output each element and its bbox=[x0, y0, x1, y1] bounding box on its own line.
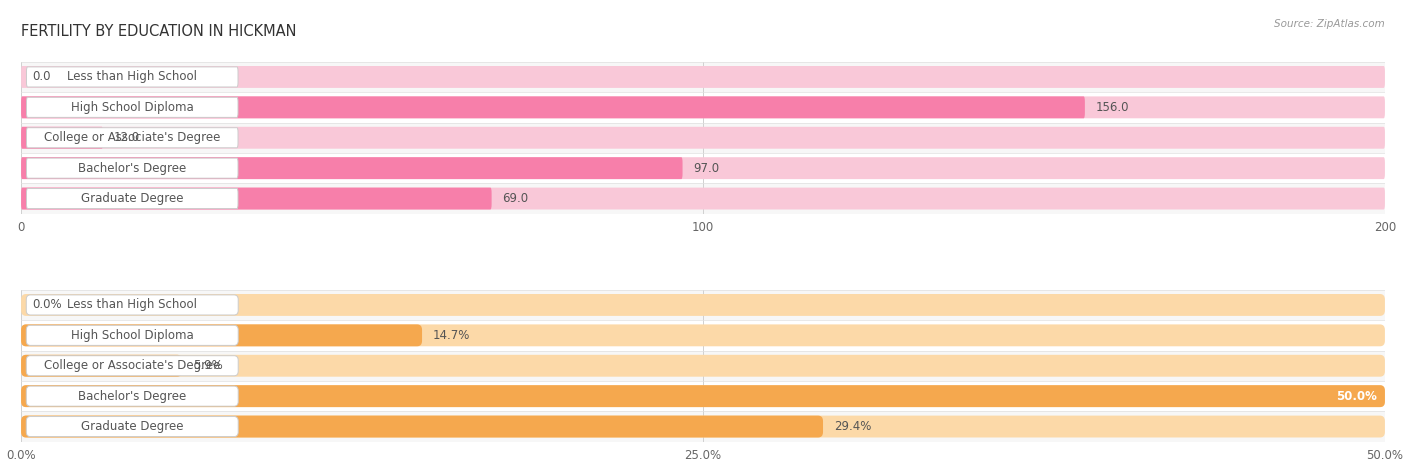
Text: 0.0%: 0.0% bbox=[32, 298, 62, 312]
Bar bbox=[21, 351, 1385, 381]
FancyBboxPatch shape bbox=[21, 157, 1385, 179]
FancyBboxPatch shape bbox=[27, 158, 238, 178]
FancyBboxPatch shape bbox=[21, 294, 1385, 316]
FancyBboxPatch shape bbox=[21, 385, 1385, 407]
Text: 12.0: 12.0 bbox=[114, 131, 141, 144]
Text: High School Diploma: High School Diploma bbox=[70, 101, 194, 114]
Bar bbox=[21, 183, 1385, 214]
FancyBboxPatch shape bbox=[27, 97, 238, 117]
FancyBboxPatch shape bbox=[21, 324, 422, 346]
Bar bbox=[21, 411, 1385, 442]
Bar bbox=[21, 320, 1385, 351]
FancyBboxPatch shape bbox=[21, 416, 823, 437]
Text: Bachelor's Degree: Bachelor's Degree bbox=[79, 390, 187, 403]
FancyBboxPatch shape bbox=[27, 356, 238, 376]
Text: 69.0: 69.0 bbox=[502, 192, 529, 205]
Text: 156.0: 156.0 bbox=[1095, 101, 1129, 114]
FancyBboxPatch shape bbox=[21, 96, 1085, 118]
FancyBboxPatch shape bbox=[21, 416, 1385, 437]
Text: College or Associate's Degree: College or Associate's Degree bbox=[44, 359, 221, 372]
Text: Less than High School: Less than High School bbox=[67, 70, 197, 84]
FancyBboxPatch shape bbox=[27, 128, 238, 148]
Bar bbox=[21, 62, 1385, 92]
FancyBboxPatch shape bbox=[27, 386, 238, 406]
FancyBboxPatch shape bbox=[21, 355, 1385, 377]
Text: 14.7%: 14.7% bbox=[433, 329, 471, 342]
Text: Bachelor's Degree: Bachelor's Degree bbox=[79, 162, 187, 175]
Text: College or Associate's Degree: College or Associate's Degree bbox=[44, 131, 221, 144]
Bar bbox=[21, 290, 1385, 320]
Text: FERTILITY BY EDUCATION IN HICKMAN: FERTILITY BY EDUCATION IN HICKMAN bbox=[21, 24, 297, 39]
FancyBboxPatch shape bbox=[27, 295, 238, 315]
Text: 5.9%: 5.9% bbox=[193, 359, 222, 372]
Bar bbox=[21, 123, 1385, 153]
FancyBboxPatch shape bbox=[21, 385, 1385, 407]
FancyBboxPatch shape bbox=[21, 127, 103, 149]
Text: Graduate Degree: Graduate Degree bbox=[82, 420, 184, 433]
FancyBboxPatch shape bbox=[21, 66, 1385, 88]
FancyBboxPatch shape bbox=[21, 127, 1385, 149]
Text: 97.0: 97.0 bbox=[693, 162, 720, 175]
FancyBboxPatch shape bbox=[21, 188, 1385, 209]
FancyBboxPatch shape bbox=[21, 157, 682, 179]
Text: Less than High School: Less than High School bbox=[67, 298, 197, 312]
FancyBboxPatch shape bbox=[27, 67, 238, 87]
FancyBboxPatch shape bbox=[27, 189, 238, 209]
FancyBboxPatch shape bbox=[21, 324, 1385, 346]
FancyBboxPatch shape bbox=[27, 417, 238, 437]
FancyBboxPatch shape bbox=[21, 188, 492, 209]
Bar bbox=[21, 381, 1385, 411]
Text: 29.4%: 29.4% bbox=[834, 420, 872, 433]
FancyBboxPatch shape bbox=[27, 325, 238, 345]
Text: 0.0: 0.0 bbox=[32, 70, 51, 84]
Text: 50.0%: 50.0% bbox=[1336, 390, 1376, 403]
Text: Source: ZipAtlas.com: Source: ZipAtlas.com bbox=[1274, 19, 1385, 29]
FancyBboxPatch shape bbox=[21, 355, 181, 377]
Bar bbox=[21, 153, 1385, 183]
FancyBboxPatch shape bbox=[21, 96, 1385, 118]
Text: High School Diploma: High School Diploma bbox=[70, 329, 194, 342]
Text: Graduate Degree: Graduate Degree bbox=[82, 192, 184, 205]
Bar bbox=[21, 92, 1385, 123]
